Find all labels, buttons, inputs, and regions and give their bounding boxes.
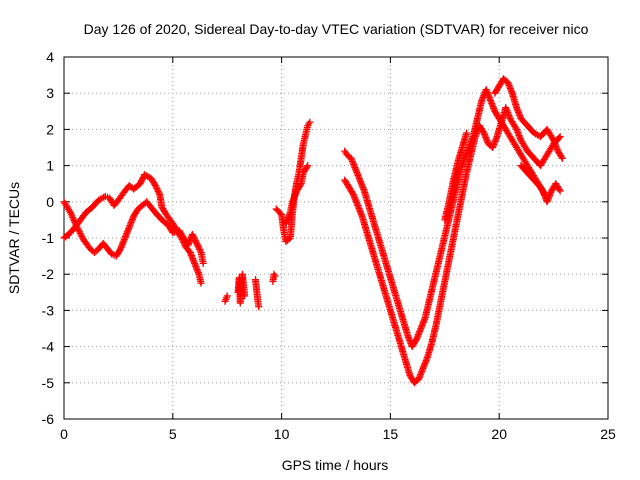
data-point — [296, 181, 304, 189]
data-point — [349, 189, 357, 197]
data-point — [154, 186, 162, 194]
data-point — [555, 185, 563, 193]
data-point — [76, 228, 84, 236]
x-tick-label: 10 — [274, 426, 290, 442]
y-tick-label: -1 — [42, 230, 55, 246]
data-point — [116, 246, 124, 254]
data-point — [303, 163, 311, 171]
y-tick-label: 4 — [46, 49, 54, 65]
x-tick-label: 0 — [60, 426, 68, 442]
data-point — [76, 229, 84, 237]
x-tick-label: 25 — [600, 426, 616, 442]
data-point — [77, 231, 85, 239]
data-point — [512, 124, 520, 132]
data-point — [72, 222, 80, 230]
data-point — [193, 239, 201, 247]
data-point — [304, 162, 312, 170]
data-point — [276, 209, 284, 217]
y-tick-label: 0 — [46, 194, 54, 210]
chart-title: Day 126 of 2020, Sidereal Day-to-day VTE… — [84, 21, 589, 37]
data-point — [196, 245, 204, 253]
data-point — [69, 213, 77, 221]
x-axis-label: GPS time / hours — [282, 457, 389, 473]
data-point — [558, 154, 566, 162]
data-point — [137, 178, 145, 186]
data-point — [223, 292, 231, 300]
data-points — [60, 75, 566, 387]
data-point — [151, 182, 159, 190]
data-point — [71, 218, 79, 226]
data-point — [195, 244, 203, 252]
data-point — [73, 223, 81, 231]
data-point — [78, 233, 86, 241]
data-point — [189, 232, 197, 240]
data-point — [199, 259, 207, 267]
data-point — [271, 272, 279, 280]
data-point — [255, 303, 263, 311]
x-tick-label: 15 — [383, 426, 399, 442]
data-point — [192, 238, 200, 246]
y-axis-label: SDTVAR / TECUs — [6, 182, 22, 294]
data-point — [197, 279, 205, 287]
data-point — [556, 133, 564, 141]
y-tick-label: 2 — [46, 121, 54, 137]
data-point — [68, 212, 76, 220]
data-point — [555, 134, 563, 142]
data-point — [67, 209, 75, 217]
data-point — [191, 235, 199, 243]
data-point — [479, 128, 487, 136]
data-point — [154, 188, 162, 196]
grid — [64, 57, 608, 419]
data-point — [463, 129, 471, 137]
data-point — [549, 135, 557, 143]
data-point — [190, 233, 198, 241]
data-point — [152, 183, 160, 191]
data-point — [155, 189, 163, 197]
data-point — [194, 242, 202, 250]
x-tick-label: 20 — [491, 426, 507, 442]
data-point — [67, 210, 75, 218]
data-point — [412, 337, 420, 345]
data-point — [69, 215, 77, 223]
data-point — [74, 225, 82, 233]
y-tick-label: -5 — [42, 375, 55, 391]
y-tick-label: 1 — [46, 158, 54, 174]
data-point — [75, 226, 83, 234]
data-point — [556, 187, 564, 195]
data-point — [138, 177, 146, 185]
y-tick-label: -3 — [42, 302, 55, 318]
data-point — [193, 241, 201, 249]
data-point — [136, 180, 144, 188]
data-point — [196, 247, 204, 255]
data-point — [66, 207, 74, 215]
data-point — [306, 118, 314, 126]
data-point — [540, 189, 548, 197]
axis-ticks: 0 5 10 15 20 25 -6 -5 -4 -3 -2 -1 0 1 2 3 4 — [42, 49, 616, 442]
data-point — [138, 175, 146, 183]
y-tick-label: -6 — [42, 411, 55, 427]
data-point — [557, 153, 565, 161]
x-tick-label: 5 — [169, 426, 177, 442]
y-tick-label: 3 — [46, 85, 54, 101]
y-tick-label: -2 — [42, 266, 55, 282]
data-point — [541, 191, 549, 199]
data-point — [191, 236, 199, 244]
data-point — [70, 217, 78, 225]
data-point — [72, 220, 80, 228]
data-point — [241, 292, 249, 300]
data-point — [153, 185, 161, 193]
y-tick-label: -4 — [42, 339, 55, 355]
data-point — [188, 230, 196, 238]
